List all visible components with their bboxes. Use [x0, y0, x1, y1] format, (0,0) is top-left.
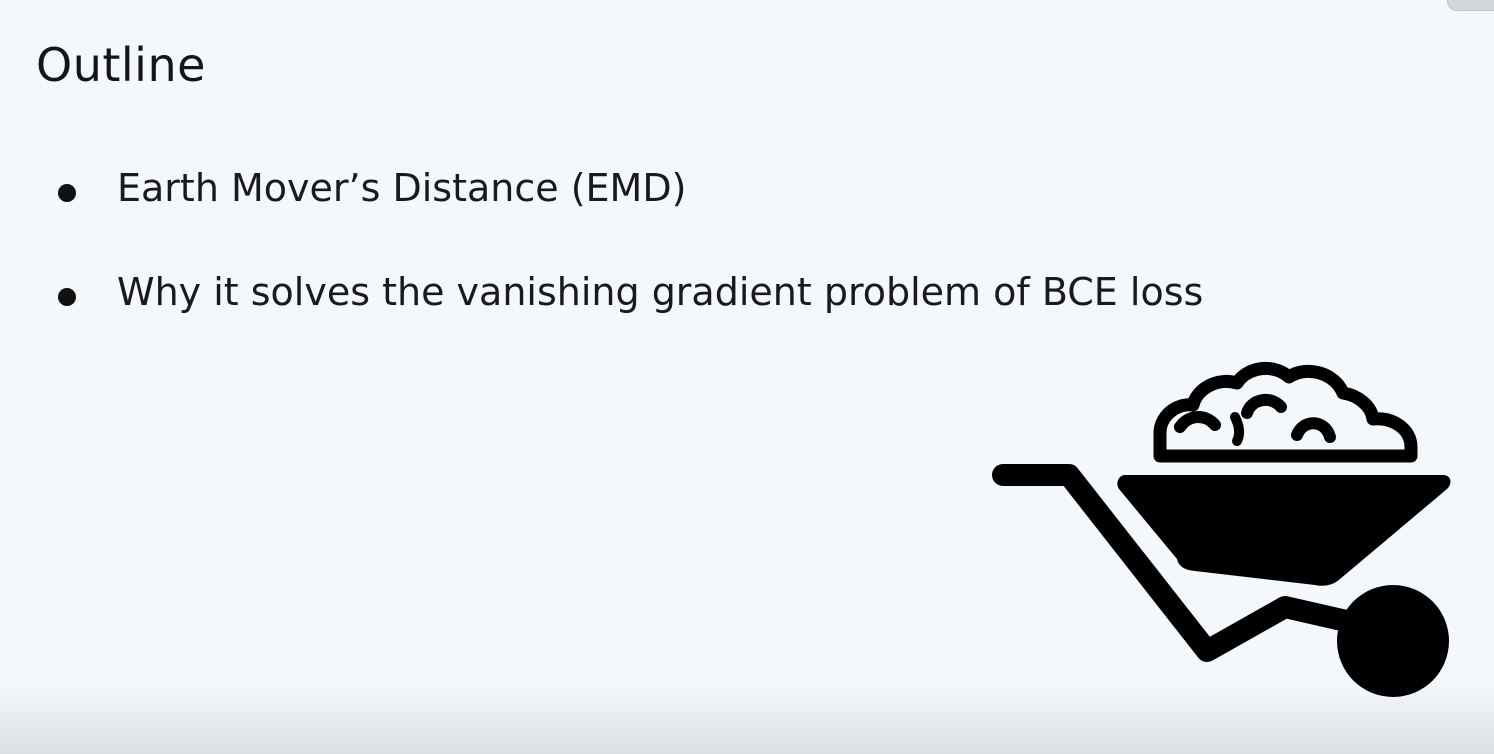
bullet-text: Why it solves the vanishing gradient pro… — [117, 270, 1204, 314]
slide-title: Outline — [36, 38, 206, 92]
window-corner-control[interactable] — [1447, 0, 1494, 11]
wheelbarrow-icon — [992, 361, 1451, 697]
bullet-text: Earth Mover’s Distance (EMD) — [117, 166, 687, 210]
bullet-dot-icon — [58, 288, 76, 306]
bullet-dot-icon — [58, 184, 76, 202]
